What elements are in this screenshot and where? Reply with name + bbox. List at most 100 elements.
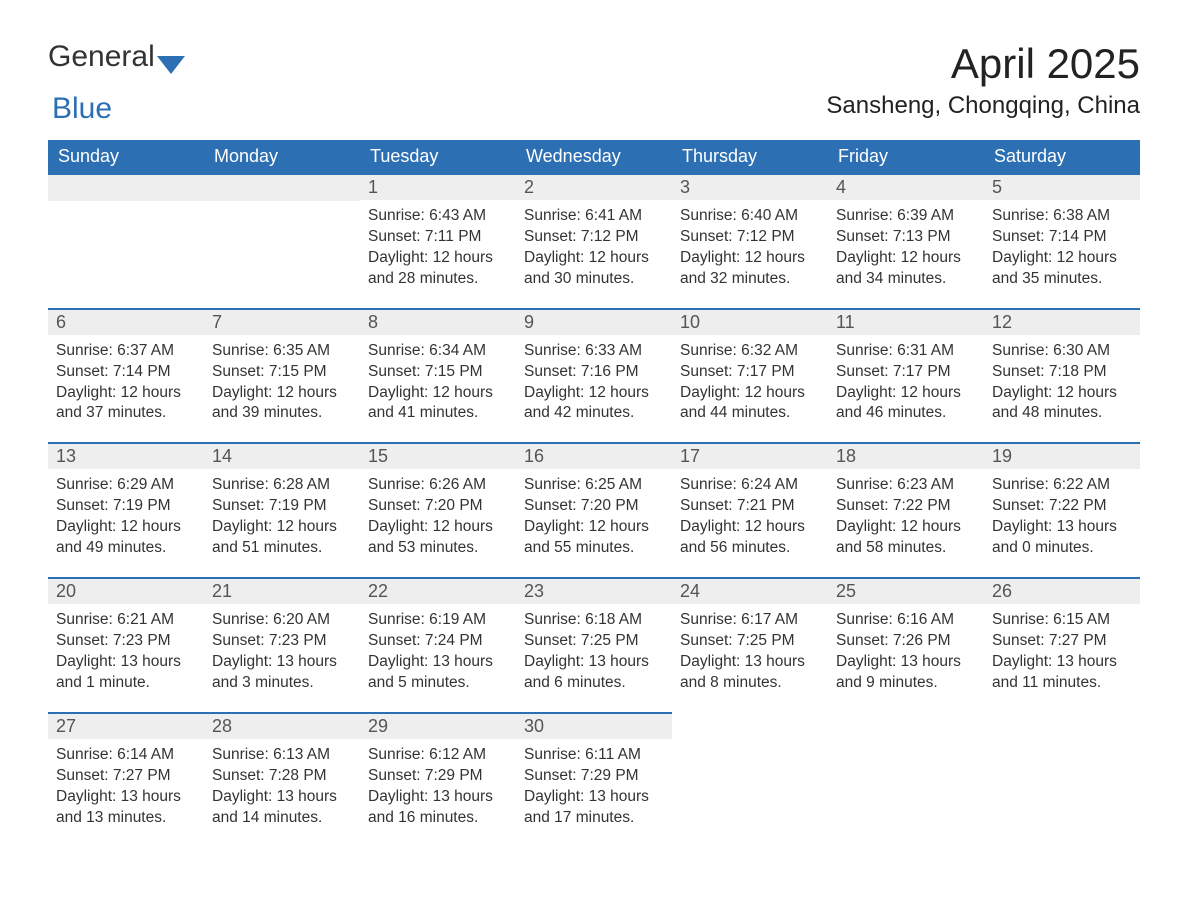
daylight-line2: and 30 minutes.	[524, 269, 664, 290]
day-content: Sunrise: 6:38 AMSunset: 7:14 PMDaylight:…	[984, 200, 1140, 290]
sunrise-text: Sunrise: 6:33 AM	[524, 341, 664, 362]
daylight-line2: and 14 minutes.	[212, 808, 352, 829]
day-number: 7	[204, 310, 360, 335]
sunrise-text: Sunrise: 6:17 AM	[680, 610, 820, 631]
calendar-week: 27Sunrise: 6:14 AMSunset: 7:27 PMDayligh…	[48, 713, 1140, 847]
day-content: Sunrise: 6:31 AMSunset: 7:17 PMDaylight:…	[828, 335, 984, 425]
sunrise-text: Sunrise: 6:43 AM	[368, 206, 508, 227]
day-content: Sunrise: 6:40 AMSunset: 7:12 PMDaylight:…	[672, 200, 828, 290]
calendar-week: 6Sunrise: 6:37 AMSunset: 7:14 PMDaylight…	[48, 309, 1140, 444]
daylight-line2: and 1 minute.	[56, 673, 196, 694]
daylight-line1: Daylight: 12 hours	[524, 248, 664, 269]
day-content: Sunrise: 6:35 AMSunset: 7:15 PMDaylight:…	[204, 335, 360, 425]
day-content: Sunrise: 6:15 AMSunset: 7:27 PMDaylight:…	[984, 604, 1140, 694]
day-content: Sunrise: 6:41 AMSunset: 7:12 PMDaylight:…	[516, 200, 672, 290]
calendar-cell: 26Sunrise: 6:15 AMSunset: 7:27 PMDayligh…	[984, 578, 1140, 713]
day-content: Sunrise: 6:12 AMSunset: 7:29 PMDaylight:…	[360, 739, 516, 829]
sunset-text: Sunset: 7:27 PM	[992, 631, 1132, 652]
sunrise-text: Sunrise: 6:32 AM	[680, 341, 820, 362]
day-number: 30	[516, 714, 672, 739]
daylight-line2: and 13 minutes.	[56, 808, 196, 829]
sunrise-text: Sunrise: 6:37 AM	[56, 341, 196, 362]
calendar-cell: 12Sunrise: 6:30 AMSunset: 7:18 PMDayligh…	[984, 309, 1140, 444]
daylight-line2: and 42 minutes.	[524, 403, 664, 424]
sunrise-text: Sunrise: 6:18 AM	[524, 610, 664, 631]
day-number: 11	[828, 310, 984, 335]
calendar-cell	[984, 713, 1140, 847]
day-number: 21	[204, 579, 360, 604]
sunset-text: Sunset: 7:12 PM	[524, 227, 664, 248]
daylight-line1: Daylight: 12 hours	[836, 248, 976, 269]
page-title: April 2025	[826, 40, 1140, 88]
day-number: 13	[48, 444, 204, 469]
day-header: Thursday	[672, 140, 828, 174]
calendar-cell: 29Sunrise: 6:12 AMSunset: 7:29 PMDayligh…	[360, 713, 516, 847]
day-content: Sunrise: 6:32 AMSunset: 7:17 PMDaylight:…	[672, 335, 828, 425]
sunset-text: Sunset: 7:18 PM	[992, 362, 1132, 383]
daylight-line2: and 34 minutes.	[836, 269, 976, 290]
sunrise-text: Sunrise: 6:39 AM	[836, 206, 976, 227]
sunrise-text: Sunrise: 6:12 AM	[368, 745, 508, 766]
day-header: Tuesday	[360, 140, 516, 174]
daylight-line2: and 8 minutes.	[680, 673, 820, 694]
sunset-text: Sunset: 7:15 PM	[212, 362, 352, 383]
daylight-line2: and 5 minutes.	[368, 673, 508, 694]
calendar-cell: 18Sunrise: 6:23 AMSunset: 7:22 PMDayligh…	[828, 443, 984, 578]
daylight-line1: Daylight: 13 hours	[212, 652, 352, 673]
daylight-line1: Daylight: 12 hours	[212, 383, 352, 404]
daylight-line1: Daylight: 12 hours	[368, 517, 508, 538]
day-content: Sunrise: 6:28 AMSunset: 7:19 PMDaylight:…	[204, 469, 360, 559]
daylight-line1: Daylight: 13 hours	[680, 652, 820, 673]
sunset-text: Sunset: 7:17 PM	[836, 362, 976, 383]
sunset-text: Sunset: 7:25 PM	[680, 631, 820, 652]
daylight-line2: and 6 minutes.	[524, 673, 664, 694]
sunset-text: Sunset: 7:23 PM	[212, 631, 352, 652]
day-content: Sunrise: 6:37 AMSunset: 7:14 PMDaylight:…	[48, 335, 204, 425]
day-content: Sunrise: 6:24 AMSunset: 7:21 PMDaylight:…	[672, 469, 828, 559]
sunset-text: Sunset: 7:22 PM	[836, 496, 976, 517]
day-content: Sunrise: 6:21 AMSunset: 7:23 PMDaylight:…	[48, 604, 204, 694]
daylight-line1: Daylight: 13 hours	[368, 652, 508, 673]
sunset-text: Sunset: 7:13 PM	[836, 227, 976, 248]
daylight-line1: Daylight: 13 hours	[836, 652, 976, 673]
sunset-text: Sunset: 7:25 PM	[524, 631, 664, 652]
daylight-line2: and 17 minutes.	[524, 808, 664, 829]
daylight-line1: Daylight: 12 hours	[56, 383, 196, 404]
calendar-cell: 27Sunrise: 6:14 AMSunset: 7:27 PMDayligh…	[48, 713, 204, 847]
day-content: Sunrise: 6:11 AMSunset: 7:29 PMDaylight:…	[516, 739, 672, 829]
calendar-cell: 23Sunrise: 6:18 AMSunset: 7:25 PMDayligh…	[516, 578, 672, 713]
day-number: 27	[48, 714, 204, 739]
day-content: Sunrise: 6:34 AMSunset: 7:15 PMDaylight:…	[360, 335, 516, 425]
calendar-cell: 21Sunrise: 6:20 AMSunset: 7:23 PMDayligh…	[204, 578, 360, 713]
day-number: 19	[984, 444, 1140, 469]
day-number: 6	[48, 310, 204, 335]
calendar-cell: 24Sunrise: 6:17 AMSunset: 7:25 PMDayligh…	[672, 578, 828, 713]
daylight-line1: Daylight: 13 hours	[56, 787, 196, 808]
daylight-line2: and 37 minutes.	[56, 403, 196, 424]
calendar-cell: 22Sunrise: 6:19 AMSunset: 7:24 PMDayligh…	[360, 578, 516, 713]
day-number: 26	[984, 579, 1140, 604]
daylight-line2: and 32 minutes.	[680, 269, 820, 290]
calendar-cell	[204, 174, 360, 309]
calendar-cell: 9Sunrise: 6:33 AMSunset: 7:16 PMDaylight…	[516, 309, 672, 444]
day-number: 16	[516, 444, 672, 469]
daylight-line1: Daylight: 13 hours	[524, 652, 664, 673]
sunrise-text: Sunrise: 6:25 AM	[524, 475, 664, 496]
day-content: Sunrise: 6:18 AMSunset: 7:25 PMDaylight:…	[516, 604, 672, 694]
day-content: Sunrise: 6:19 AMSunset: 7:24 PMDaylight:…	[360, 604, 516, 694]
sunset-text: Sunset: 7:24 PM	[368, 631, 508, 652]
daylight-line2: and 3 minutes.	[212, 673, 352, 694]
calendar-cell: 2Sunrise: 6:41 AMSunset: 7:12 PMDaylight…	[516, 174, 672, 309]
sunrise-text: Sunrise: 6:23 AM	[836, 475, 976, 496]
sunset-text: Sunset: 7:12 PM	[680, 227, 820, 248]
daylight-line2: and 9 minutes.	[836, 673, 976, 694]
daylight-line1: Daylight: 12 hours	[524, 383, 664, 404]
calendar-cell: 15Sunrise: 6:26 AMSunset: 7:20 PMDayligh…	[360, 443, 516, 578]
calendar-cell: 28Sunrise: 6:13 AMSunset: 7:28 PMDayligh…	[204, 713, 360, 847]
brand-logo: General	[48, 40, 185, 74]
brand-part1: General	[48, 40, 155, 74]
daylight-line2: and 11 minutes.	[992, 673, 1132, 694]
daylight-line2: and 51 minutes.	[212, 538, 352, 559]
sunset-text: Sunset: 7:29 PM	[368, 766, 508, 787]
daylight-line2: and 35 minutes.	[992, 269, 1132, 290]
